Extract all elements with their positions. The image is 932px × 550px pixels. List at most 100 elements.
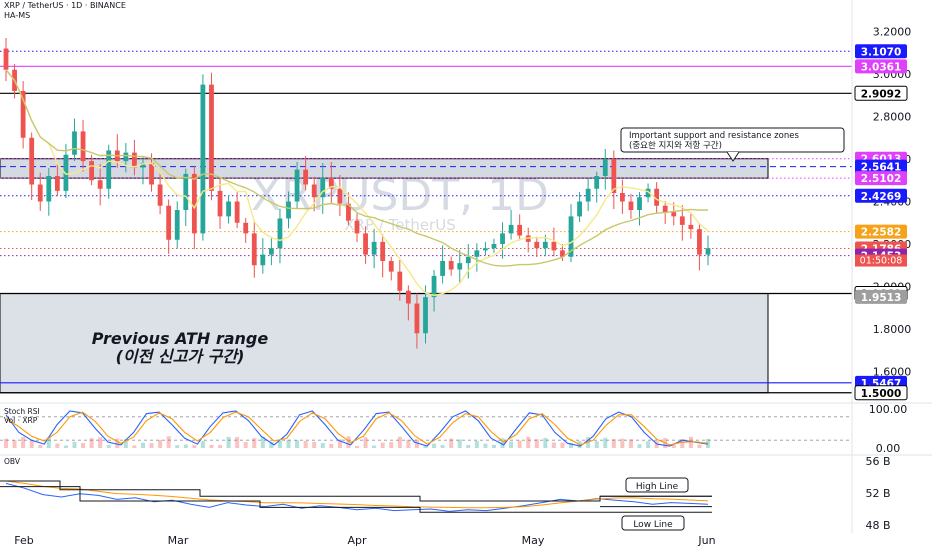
candle-body <box>132 152 137 168</box>
high-line-label: High Line <box>636 482 679 492</box>
candle-body <box>585 188 591 202</box>
volume-bar <box>38 444 43 448</box>
stoch-d-line <box>5 411 709 446</box>
volume-bar <box>303 440 308 448</box>
candle-body <box>465 256 471 264</box>
volume-bar <box>183 444 188 448</box>
volume-bar <box>115 438 120 448</box>
candle-body <box>423 297 428 334</box>
price-label-bg <box>854 85 908 101</box>
volume-bar <box>363 437 368 448</box>
volume-bar <box>218 445 223 448</box>
candle-body <box>568 216 574 257</box>
candle-body <box>534 241 540 249</box>
volume-bar <box>594 441 599 448</box>
ma-fast-line <box>5 69 709 297</box>
x-tick-label: May <box>522 534 545 547</box>
indicator-name: HA-MS <box>4 11 31 20</box>
volume-bar <box>706 438 710 448</box>
candle-body <box>414 303 420 334</box>
volume-bar <box>372 445 377 448</box>
volume-bar <box>628 439 633 448</box>
volume-bar <box>260 436 265 448</box>
volume-bar <box>560 442 565 448</box>
volume-bar <box>474 440 479 448</box>
candle-body <box>174 210 180 240</box>
candle-body <box>388 261 394 272</box>
ath-label-2: (이전 신고가 구간) <box>116 347 245 366</box>
volume-bar <box>235 437 240 448</box>
candle-body <box>234 201 240 223</box>
volume-bar <box>414 439 419 448</box>
volume-bar <box>517 440 522 448</box>
volume-bar <box>192 445 197 448</box>
candle-body <box>243 222 249 234</box>
volume-bar <box>46 437 51 448</box>
volume-bar <box>106 444 111 448</box>
volume-bar <box>4 438 8 448</box>
note-pointer <box>726 151 740 162</box>
candle-body <box>97 180 103 189</box>
candle-body <box>542 241 548 249</box>
candle-body <box>440 261 446 276</box>
volume-bar <box>63 445 68 448</box>
volume-bar <box>200 441 205 448</box>
candle-body <box>149 163 154 185</box>
volume-bar <box>603 437 608 448</box>
candle-body <box>611 159 617 193</box>
volume-bar <box>226 436 231 448</box>
volume-bar <box>295 440 300 448</box>
candle-body <box>89 161 95 181</box>
volume-bar <box>277 440 282 448</box>
obv-legend: OBV <box>4 457 21 466</box>
volume-bar <box>406 439 411 448</box>
price-label: 2.5641 <box>861 162 902 174</box>
candle-body <box>209 84 214 191</box>
volume-bar <box>397 436 402 448</box>
candle-body <box>645 188 651 198</box>
volume-bar <box>149 443 154 448</box>
obv-low-step <box>0 486 712 513</box>
volume-bar <box>72 441 77 448</box>
ath-label-1: Previous ATH range <box>92 329 269 348</box>
volume-bar <box>12 440 17 448</box>
candle-body <box>63 154 69 191</box>
obv-tick-label: 56 B <box>865 455 890 468</box>
candle-body <box>200 84 206 234</box>
candle-body <box>654 188 660 206</box>
volume-bar <box>252 438 257 448</box>
candle-body <box>619 193 625 202</box>
candle-body <box>363 233 368 255</box>
candle-body <box>508 224 514 234</box>
price-label-bg <box>855 224 907 239</box>
candle-body <box>346 203 351 221</box>
candle-body <box>628 201 634 210</box>
candle-body <box>106 150 112 189</box>
volume-bar <box>551 442 556 448</box>
volume-bar <box>140 442 145 448</box>
volume-bar <box>312 442 317 448</box>
price-label-bg <box>855 188 907 203</box>
price-label: 2.5102 <box>861 173 902 185</box>
volume-bar <box>320 443 325 448</box>
volume-bar <box>671 444 676 448</box>
candle-body <box>380 241 386 261</box>
y-tick-label: 2.8000 <box>873 111 912 124</box>
volume-bar <box>55 443 60 448</box>
candle-body <box>637 197 642 210</box>
candle-body <box>166 205 172 240</box>
stoch-legend: Stoch RSI <box>4 407 40 416</box>
high-line-box <box>625 477 689 493</box>
candle-body <box>260 254 266 266</box>
candle-body <box>671 212 677 217</box>
price-label: 2.9092 <box>861 88 902 100</box>
volume-bar <box>29 440 34 448</box>
candle-body <box>277 218 283 249</box>
candle-body <box>688 224 694 230</box>
volume-bar <box>337 439 342 448</box>
volume-bar <box>21 437 26 448</box>
volume-bar <box>389 442 394 448</box>
candle-body <box>303 169 309 185</box>
stoch-tick-label: 100.00 <box>869 403 908 416</box>
